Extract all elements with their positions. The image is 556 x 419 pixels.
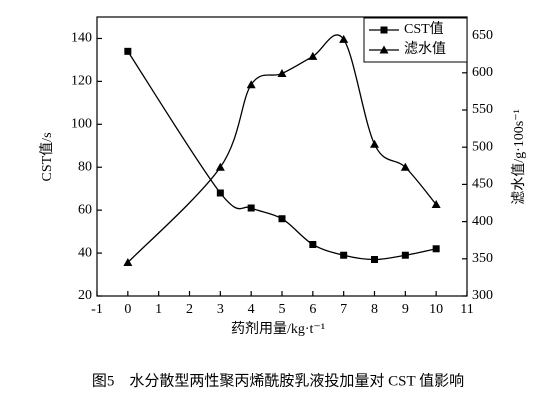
marker [400, 162, 410, 171]
x-tick-label: 1 [155, 302, 162, 317]
marker [215, 162, 225, 171]
y-tick-label: 20 [78, 288, 92, 303]
x-tick-label: 4 [248, 302, 255, 317]
y2-tick-label: 550 [472, 102, 493, 117]
y2-tick-label: 350 [472, 251, 493, 266]
x-tick-label: 2 [186, 302, 193, 317]
y-tick-label: 80 [78, 159, 92, 174]
marker [123, 258, 133, 267]
marker [340, 251, 348, 259]
marker [431, 199, 441, 208]
x-tick-label: 10 [429, 302, 443, 317]
marker [401, 251, 409, 259]
y-tick-label: 120 [71, 74, 92, 89]
marker [124, 47, 132, 55]
marker [247, 204, 255, 212]
x-tick-label: 0 [124, 302, 131, 317]
series-line [127, 50, 437, 261]
marker [308, 51, 318, 60]
marker [246, 80, 256, 89]
x-tick-label: 7 [340, 302, 347, 317]
y-tick-label: 100 [71, 117, 92, 132]
y-tick-label: 40 [78, 245, 92, 260]
x-axis-label: 药剂用量/kg·t⁻¹ [231, 321, 325, 337]
legend-label: CST值 [404, 21, 444, 37]
marker [309, 240, 317, 248]
marker [432, 245, 440, 253]
marker [216, 189, 224, 197]
y2-axis-label: 滤水值/g·100s⁻¹ [511, 109, 527, 205]
legend-label: 滤水值 [404, 41, 446, 57]
caption: 图5 水分散型两性聚丙烯酰胺乳液投加量对 CST 值影响 [92, 372, 464, 389]
y2-tick-label: 650 [472, 28, 493, 43]
y-axis-label: CST值/s [39, 132, 55, 181]
x-tick-label: 3 [217, 302, 224, 317]
marker [277, 69, 287, 78]
marker [278, 215, 286, 223]
x-tick-label: 6 [309, 302, 316, 317]
marker [370, 139, 379, 148]
x-tick-label: 9 [402, 302, 409, 317]
marker [339, 34, 349, 43]
x-tick-label: 5 [279, 302, 286, 317]
legend-box [363, 17, 468, 63]
y2-tick-label: 500 [472, 139, 493, 154]
marker [371, 256, 378, 264]
y2-tick-label: 450 [472, 177, 493, 192]
legend-marker [380, 26, 388, 34]
y-tick-label: 140 [71, 31, 92, 46]
x-tick-label: 8 [371, 302, 378, 317]
legend-marker [379, 45, 389, 54]
x-tick-label: 11 [460, 302, 473, 317]
y2-tick-label: 600 [472, 65, 493, 80]
y2-tick-label: 300 [472, 288, 493, 303]
y2-tick-label: 400 [472, 214, 493, 229]
y-tick-label: 60 [78, 202, 92, 217]
x-tick-label: -1 [91, 302, 103, 317]
